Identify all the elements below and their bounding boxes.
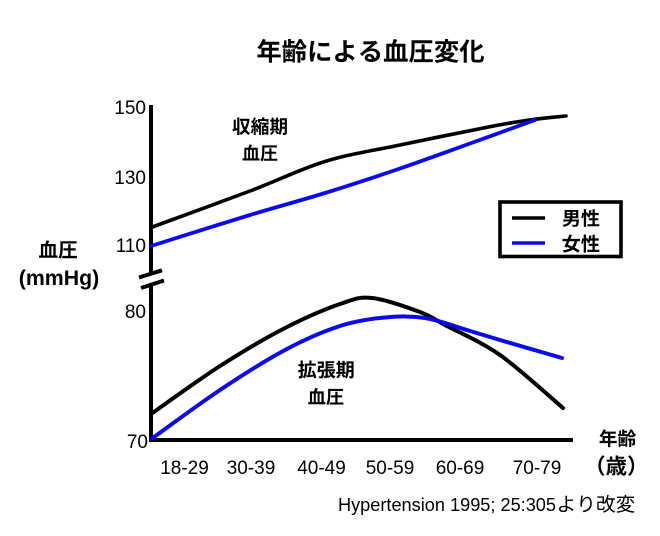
svg-text:(mmHg): (mmHg) — [19, 266, 99, 290]
svg-text:Hypertension 1995; 25:305: Hypertension 1995; 25:305 — [338, 494, 556, 515]
svg-text:80: 80 — [125, 302, 146, 323]
svg-text:30-39: 30-39 — [227, 458, 276, 479]
svg-text:70-79: 70-79 — [513, 458, 562, 479]
svg-text:40-49: 40-49 — [297, 458, 346, 479]
svg-text:18-29: 18-29 — [160, 458, 209, 479]
svg-text:150: 150 — [114, 98, 146, 119]
svg-text:50-59: 50-59 — [366, 458, 415, 479]
svg-text:60-69: 60-69 — [436, 458, 485, 479]
svg-text:130: 130 — [114, 168, 146, 189]
svg-text:110: 110 — [116, 236, 146, 257]
svg-text:70: 70 — [127, 432, 148, 453]
